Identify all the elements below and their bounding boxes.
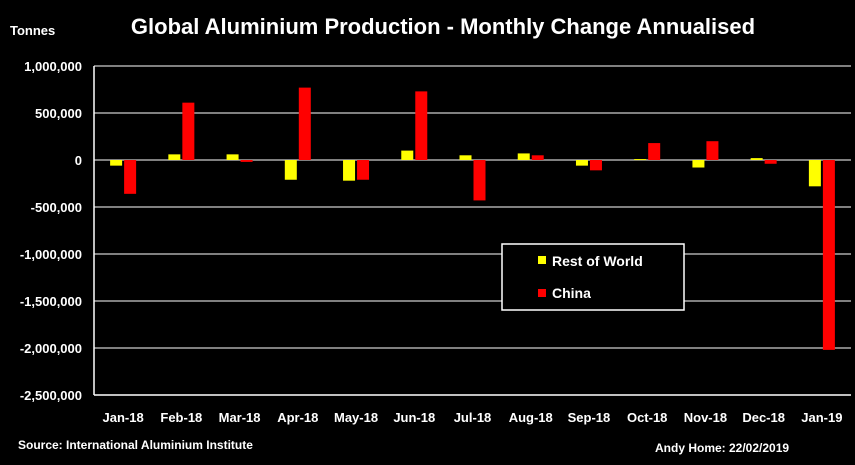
y-axis-unit-label: Tonnes [10,23,55,38]
legend-swatch-china [538,289,546,297]
legend-swatch-rest-of-world [538,256,546,264]
bar-china-aug-18 [531,155,544,160]
source-note: Source: International Aluminium Institut… [18,438,253,452]
x-tick-label: Jan-19 [801,410,842,425]
bar-rest-of-world-jun-18 [401,150,414,160]
y-tick-label: -1,000,000 [20,247,82,262]
x-tick-label: Feb-18 [160,410,202,425]
x-tick-label: Mar-18 [219,410,261,425]
bar-china-nov-18 [706,141,719,160]
legend: Rest of World China [501,243,685,311]
bar-rest-of-world-jan-18 [110,160,123,166]
x-tick-label: Aug-18 [509,410,553,425]
bar-rest-of-world-sep-18 [575,160,588,166]
y-tick-label: -1,500,000 [20,294,82,309]
x-tick-label: Jul-18 [454,410,492,425]
x-tick-label: May-18 [334,410,378,425]
bar-rest-of-world-apr-18 [284,160,297,180]
x-tick-label: Apr-18 [277,410,318,425]
y-tick-label: 500,000 [35,106,82,121]
bar-china-jul-18 [473,160,486,201]
bar-china-oct-18 [648,143,661,160]
bar-rest-of-world-dec-18 [750,158,763,160]
bar-rest-of-world-may-18 [343,160,356,181]
legend-label-rest-of-world: Rest of World [552,253,643,269]
bar-china-jan-18 [124,160,137,194]
bar-china-mar-18 [240,160,253,162]
y-tick-label: -500,000 [31,200,82,215]
y-tick-label: -2,000,000 [20,341,82,356]
y-tick-label: 1,000,000 [24,59,82,74]
x-tick-label: Nov-18 [684,410,727,425]
x-tick-label: Dec-18 [742,410,785,425]
x-tick-label: Oct-18 [627,410,667,425]
y-tick-label: -2,500,000 [20,388,82,403]
legend-label-china: China [552,285,591,301]
bar-rest-of-world-feb-18 [168,154,181,160]
bar-rest-of-world-mar-18 [226,154,239,160]
bar-rest-of-world-oct-18 [634,159,647,161]
y-tick-label: 0 [75,153,82,168]
legend-box [501,243,685,311]
bar-china-dec-18 [764,160,777,164]
bar-rest-of-world-nov-18 [692,160,705,168]
chart-title: Global Aluminium Production - Monthly Ch… [131,14,755,39]
bar-china-apr-18 [298,87,311,160]
bar-rest-of-world-jul-18 [459,155,472,160]
bar-china-jan-19 [822,160,835,350]
bar-china-feb-18 [182,102,195,160]
x-tick-label: Jan-18 [103,410,144,425]
x-tick-label: Jun-18 [393,410,435,425]
bar-rest-of-world-jan-19 [808,160,821,187]
author-credit: Andy Home: 22/02/2019 [655,441,789,455]
bar-rest-of-world-aug-18 [517,153,530,160]
bar-china-jun-18 [415,91,428,160]
x-tick-label: Sep-18 [568,410,611,425]
bar-china-sep-18 [589,160,602,171]
bar-china-may-18 [357,160,370,180]
